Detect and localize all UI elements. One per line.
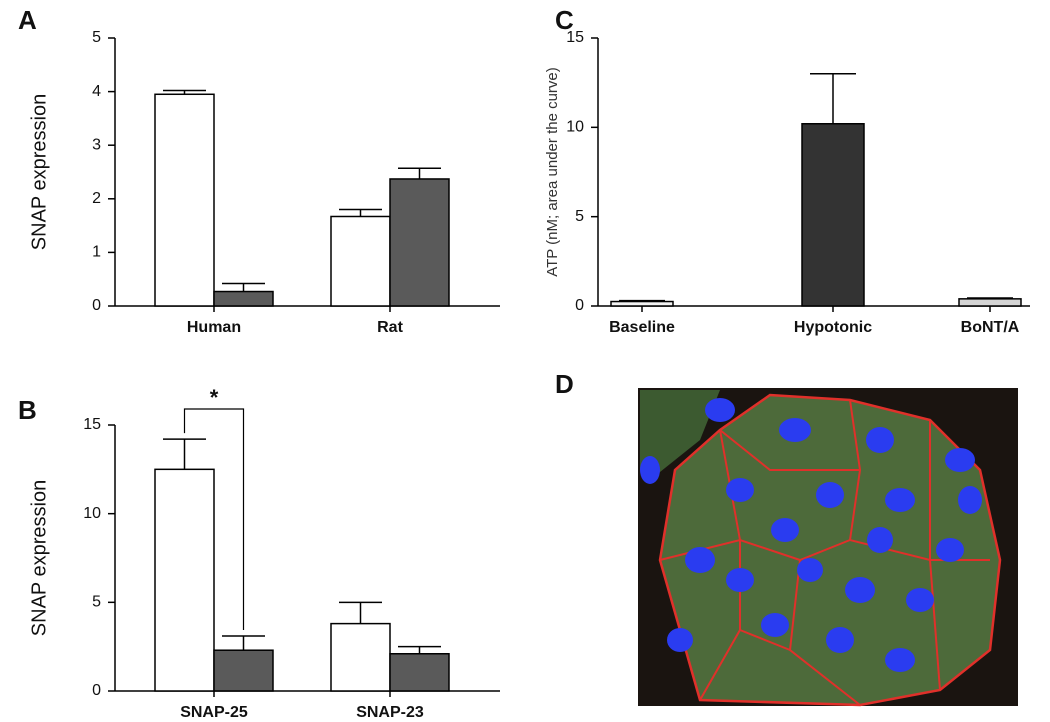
bar	[213, 649, 274, 692]
panel-letter: C	[555, 5, 574, 35]
y-tick-label: 10	[566, 119, 584, 136]
x-tick-label: Rat	[377, 319, 403, 336]
bar	[958, 298, 1022, 307]
bar	[330, 215, 391, 307]
bar	[389, 653, 450, 692]
y-tick-label: 5	[92, 594, 101, 611]
panel-letter: A	[18, 5, 37, 35]
bar	[801, 123, 865, 307]
bar	[213, 290, 274, 307]
panel-letter: D	[555, 369, 574, 399]
bar	[330, 622, 391, 692]
y-tick-label: 4	[92, 83, 101, 100]
y-tick-label: 10	[83, 505, 101, 522]
y-tick-label: 5	[92, 29, 101, 46]
y-tick-label: 0	[575, 297, 584, 314]
y-tick-label: 0	[92, 297, 101, 314]
micrograph	[638, 388, 1018, 707]
y-tick-label: 2	[92, 190, 101, 207]
bar	[154, 93, 215, 307]
y-tick-label: 5	[575, 208, 584, 225]
y-tick-label: 1	[92, 244, 101, 261]
y-axis-label: ATP (nM; area under the curve)	[544, 67, 561, 277]
x-tick-label: Baseline	[609, 319, 675, 336]
x-tick-label: Human	[187, 319, 241, 336]
x-tick-label: SNAP-23	[356, 704, 424, 721]
bar	[389, 178, 450, 307]
significance-bracket	[183, 408, 245, 631]
y-tick-label: 15	[83, 416, 101, 433]
significance-star: *	[210, 385, 219, 410]
x-tick-label: SNAP-25	[180, 704, 248, 721]
x-tick-label: Hypotonic	[794, 319, 872, 336]
panel-letter: B	[18, 395, 37, 425]
y-axis-label: SNAP expression	[28, 480, 50, 636]
y-tick-label: 3	[92, 136, 101, 153]
y-tick-label: 0	[92, 682, 101, 699]
y-axis-label: SNAP expression	[28, 94, 50, 250]
bar	[154, 468, 215, 692]
y-tick-label: 15	[566, 29, 584, 46]
x-tick-label: BoNT/A	[961, 319, 1020, 336]
bar	[610, 300, 674, 307]
